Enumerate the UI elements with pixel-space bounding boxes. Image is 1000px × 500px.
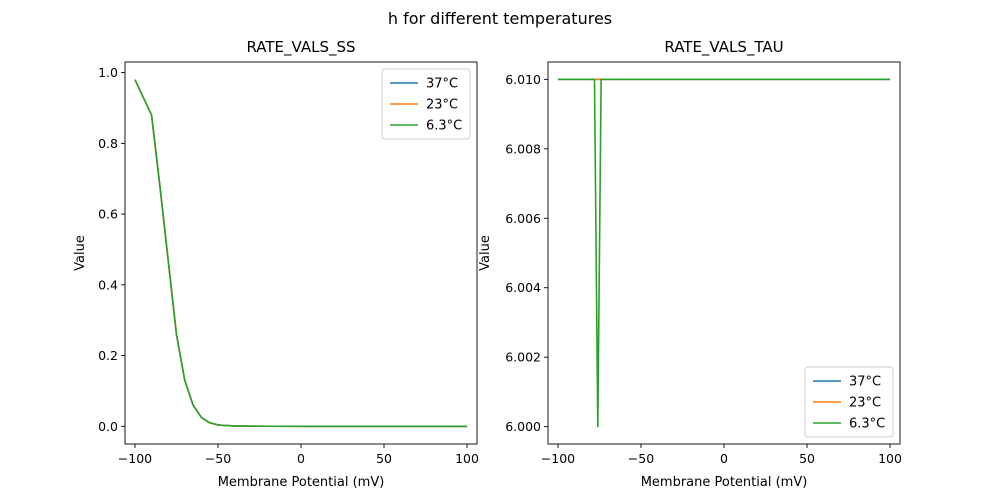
x-tick-label: 100 — [878, 451, 902, 466]
y-tick-label: 6.008 — [505, 141, 541, 156]
x-tick-label: 100 — [455, 451, 479, 466]
series-lines — [134, 79, 468, 428]
y-tick-label: 0.2 — [98, 348, 118, 363]
x-tick-label: 50 — [376, 451, 392, 466]
subplot-rate-vals-tau: RATE_VALS_TAU Membrane Potential (mV) Va… — [478, 38, 902, 490]
y-tick-label: 6.000 — [505, 419, 541, 434]
legend: 37°C 23°C 6.3°C — [381, 68, 471, 140]
legend-label: 23°C — [426, 98, 458, 113]
x-axis-label: Membrane Potential (mV) — [641, 475, 808, 490]
legend-label: 6.3°C — [849, 417, 885, 432]
legend-box — [804, 366, 894, 438]
x-axis-label: Membrane Potential (mV) — [218, 475, 385, 490]
x-tick-label: −100 — [118, 451, 152, 466]
y-tick-label: 1.0 — [98, 65, 118, 80]
x-tick-label: −50 — [205, 451, 231, 466]
y-tick-label: 0.6 — [98, 207, 118, 222]
legend-label: 23°C — [849, 396, 881, 411]
y-tick-label: 6.006 — [505, 211, 541, 226]
y-tick-label: 6.010 — [505, 72, 541, 87]
y-axis-label: Value — [73, 235, 88, 271]
legend-box — [381, 68, 471, 140]
x-tick-label: −100 — [541, 451, 575, 466]
y-tick-label: 0.4 — [98, 277, 118, 292]
series-lines — [557, 78, 891, 428]
series-line-6-3-Cc — [557, 78, 891, 428]
x-tick-label: −50 — [628, 451, 654, 466]
figure-suptitle: h for different temperatures — [388, 9, 612, 28]
y-axis-label: Value — [478, 235, 493, 271]
y-tick-label: 0.8 — [98, 136, 118, 151]
x-tick-label: 0 — [720, 451, 728, 466]
legend-label: 37°C — [849, 375, 881, 390]
x-tick-label: 50 — [799, 451, 815, 466]
legend-label: 37°C — [426, 77, 458, 92]
subplot-title: RATE_VALS_TAU — [664, 38, 783, 57]
subplot-title: RATE_VALS_SS — [246, 38, 355, 57]
series-line-6-3-Cc — [134, 79, 468, 428]
legend-label: 6.3°C — [426, 119, 462, 134]
legend: 37°C 23°C 6.3°C — [804, 366, 894, 438]
subplot-rate-vals-ss: RATE_VALS_SS Membrane Potential (mV) Val… — [73, 38, 479, 490]
y-tick-label: 0.0 — [98, 419, 118, 434]
y-tick-label: 6.004 — [505, 280, 541, 295]
y-tick-label: 6.002 — [505, 350, 541, 365]
x-tick-label: 0 — [297, 451, 305, 466]
